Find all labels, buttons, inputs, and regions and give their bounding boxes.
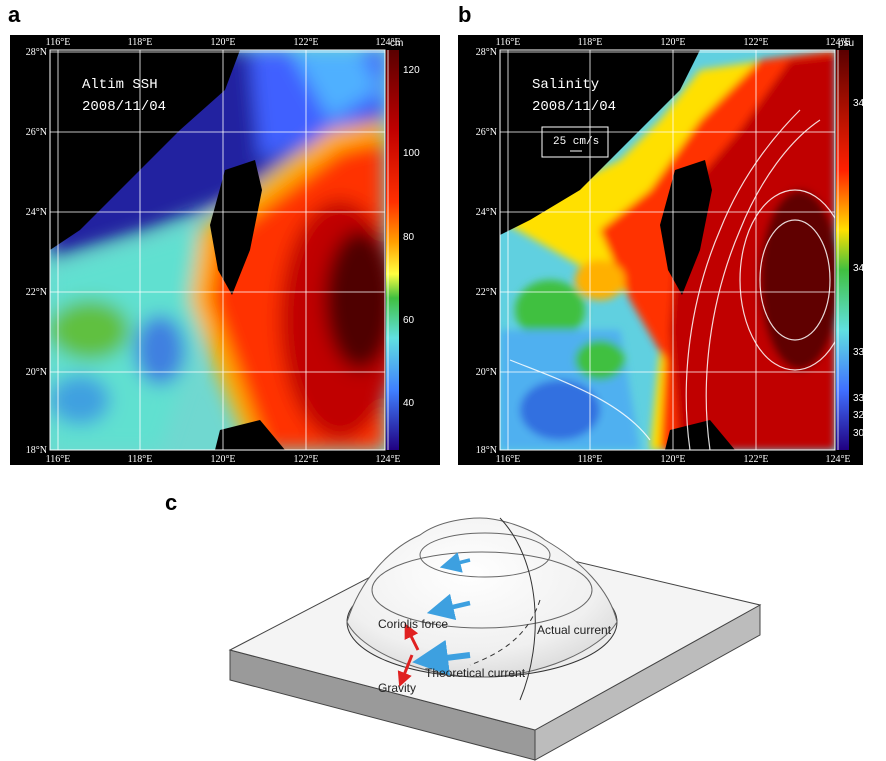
gravity-label: Gravity [378, 681, 416, 695]
lon-label: 120°E [210, 454, 235, 465]
map-date: 2008/11/04 [82, 99, 166, 115]
lat-label: 24°N [476, 207, 497, 218]
lat-label: 26°N [476, 127, 497, 138]
map-title: Salinity [532, 77, 599, 93]
lon-label: 122°E [293, 454, 318, 465]
actual-label: Actual current [537, 623, 612, 637]
lon-label: 122°E [743, 454, 768, 465]
colorbar-label: 32.0 [853, 410, 873, 421]
schematic [230, 518, 760, 760]
lon-label: 122°E [293, 37, 318, 48]
figure: a Altim SSH 2008/11/04 cm b Salinity 200… [0, 0, 886, 761]
panel-label: a [8, 2, 21, 27]
lon-label: 120°E [660, 37, 685, 48]
lon-label: 124°E [825, 454, 850, 465]
colorbar-label: 33.5 [853, 347, 873, 358]
lat-label: 26°N [26, 127, 47, 138]
colorbar-label: 30.0 [853, 428, 873, 439]
lon-label: 118°E [128, 454, 153, 465]
lon-label: 124°E [375, 454, 400, 465]
lon-label: 120°E [210, 37, 235, 48]
lon-label: 118°E [578, 37, 603, 48]
panel-label: b [458, 2, 471, 27]
lat-label: 22°N [476, 287, 497, 298]
lat-label: 28°N [476, 47, 497, 58]
lat-label: 24°N [26, 207, 47, 218]
lon-label: 122°E [743, 37, 768, 48]
colorbar-label: 40 [403, 398, 415, 409]
lon-label: 118°E [578, 454, 603, 465]
lon-label: 116°E [496, 454, 521, 465]
lon-label: 116°E [496, 37, 521, 48]
lat-label: 18°N [26, 445, 47, 456]
lon-label: 116°E [46, 454, 71, 465]
colorbar-label: 34.5 [853, 98, 873, 109]
colorbar-label: 80 [403, 232, 415, 243]
lon-label: 124°E [825, 37, 850, 48]
lat-label: 22°N [26, 287, 47, 298]
scale-label: 25 cm/s [553, 136, 599, 148]
coriolis-label: Coriolis force [378, 617, 448, 631]
lon-label: 120°E [660, 454, 685, 465]
colorbar-label: 60 [403, 315, 415, 326]
colorbar-label: 120 [403, 65, 420, 76]
panel-label: c [165, 490, 177, 515]
colorbar-label: 100 [403, 148, 420, 159]
lat-label: 20°N [26, 367, 47, 378]
lat-label: 20°N [476, 367, 497, 378]
map-date: 2008/11/04 [532, 99, 616, 115]
theoretical-label: Theoretical current [425, 666, 526, 680]
lon-label: 124°E [375, 37, 400, 48]
lat-label: 18°N [476, 445, 497, 456]
lon-label: 118°E [128, 37, 153, 48]
colorbar-label: 34.0 [853, 263, 873, 274]
lat-label: 28°N [26, 47, 47, 58]
map-title: Altim SSH [82, 77, 158, 93]
colorbar-label: 33.0 [853, 393, 873, 404]
lon-label: 116°E [46, 37, 71, 48]
